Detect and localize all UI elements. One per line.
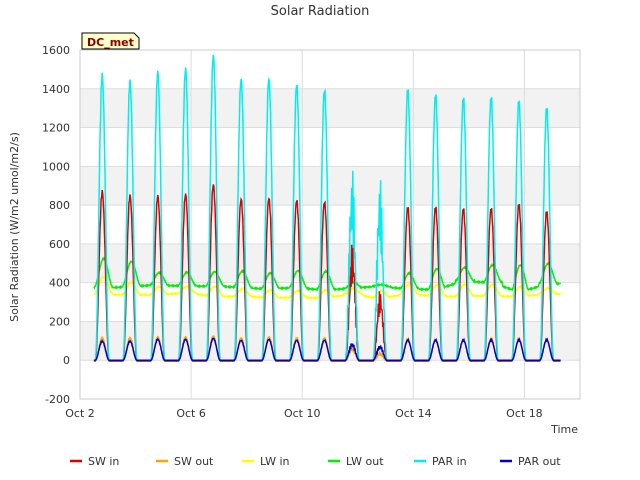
y-axis-label: Solar Radiation (W/m2 umol/m2/s)	[8, 132, 21, 322]
x-tick-label: Oct 14	[395, 407, 432, 420]
legend-item-par-out: PAR out	[500, 455, 561, 468]
legend-label: SW in	[88, 455, 119, 468]
dataset-badge-label: DC_met	[87, 36, 134, 49]
x-tick-label: Oct 18	[506, 407, 543, 420]
series-layer	[93, 54, 562, 362]
legend-item-par-in: PAR in	[414, 455, 467, 468]
x-tick-label: Oct 6	[176, 407, 206, 420]
legend-label: PAR in	[432, 455, 467, 468]
grid-band	[80, 166, 580, 206]
y-axis-ticks: -200 0 200 400 600 800 1000 1200 1400 1600	[42, 44, 70, 406]
y-tick-label: -200	[45, 393, 70, 406]
y-tick-label: 0	[63, 354, 70, 367]
y-tick-label: 1400	[42, 83, 70, 96]
legend-label: LW out	[346, 455, 384, 468]
plot-frame	[79, 49, 581, 400]
x-tick-label: Oct 10	[284, 407, 321, 420]
y-tick-label: 400	[49, 277, 70, 290]
y-tick-label: 600	[49, 238, 70, 251]
series-line-lw-in	[93, 275, 562, 300]
legend-item-sw-out: SW out	[156, 455, 214, 468]
y-tick-label: 200	[49, 315, 70, 328]
dataset-badge: DC_met	[81, 32, 140, 50]
x-axis-ticks: Oct 2 Oct 6 Oct 10 Oct 14 Oct 18	[65, 407, 542, 420]
legend-item-sw-in: SW in	[70, 455, 119, 468]
legend: SW in SW out LW in LW out PAR in PAR out	[70, 455, 561, 468]
chart-title: Solar Radiation	[271, 4, 370, 19]
grid-band	[80, 88, 580, 128]
y-tick-label: 1000	[42, 160, 70, 173]
legend-item-lw-in: LW in	[242, 455, 290, 468]
legend-label: SW out	[174, 455, 214, 468]
legend-item-lw-out: LW out	[328, 455, 384, 468]
x-axis-label: Time	[550, 423, 578, 436]
y-tick-label: 1200	[42, 122, 70, 135]
legend-label: PAR out	[518, 455, 561, 468]
series-line-par-out	[93, 337, 561, 361]
y-tick-label: 800	[49, 199, 70, 212]
x-tick-label: Oct 2	[65, 407, 95, 420]
y-tick-label: 1600	[42, 44, 70, 57]
legend-label: LW in	[260, 455, 290, 468]
